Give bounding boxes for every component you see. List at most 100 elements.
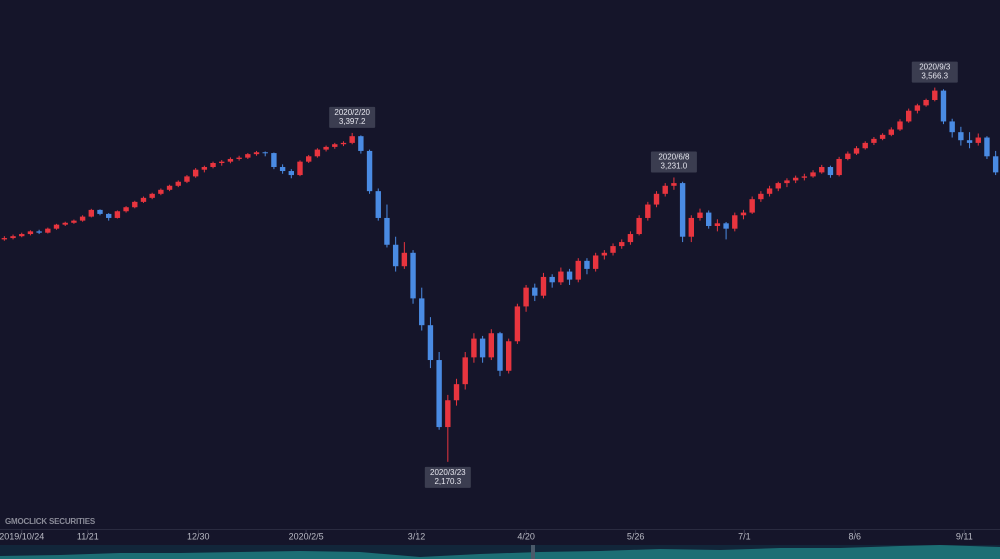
navigator-handle[interactable] xyxy=(531,545,535,559)
candle-body xyxy=(688,217,694,237)
candle-body xyxy=(679,183,686,237)
annotation-box xyxy=(424,466,471,488)
candle-body xyxy=(132,201,138,208)
candle-body xyxy=(906,110,912,122)
annotation-value: 3,566.3 xyxy=(921,72,948,81)
candle-body xyxy=(279,167,286,172)
candle-body xyxy=(940,90,947,122)
candle-body xyxy=(610,246,616,253)
candle-body xyxy=(323,146,329,150)
candle-body xyxy=(575,260,581,280)
candle-body xyxy=(645,204,651,218)
candle-body xyxy=(897,121,903,130)
candle-body xyxy=(253,152,260,155)
candle-body xyxy=(427,325,434,361)
candle-body xyxy=(36,231,42,233)
candle-body xyxy=(966,140,973,143)
x-tick-label: 7/1 xyxy=(738,531,751,541)
candle-body xyxy=(210,162,216,168)
candle-body xyxy=(923,99,929,106)
candle-body xyxy=(201,167,208,170)
annotation-box xyxy=(650,151,697,173)
x-tick-label: 11/21 xyxy=(77,531,99,541)
candle-body xyxy=(488,333,494,358)
candle-body xyxy=(584,260,590,269)
candle-body xyxy=(166,185,173,190)
candle-body xyxy=(836,158,842,176)
candle-body xyxy=(532,287,538,296)
x-tick-label: 2020/2/5 xyxy=(289,531,324,541)
candle-body xyxy=(775,183,781,189)
candle-body xyxy=(471,338,477,358)
price-annotation: 2020/2/203,397.2 xyxy=(329,106,376,128)
candle-body xyxy=(245,154,251,158)
candle-body xyxy=(653,193,660,205)
navigator-area xyxy=(0,545,1000,559)
candle-body xyxy=(566,271,573,280)
candle-body xyxy=(271,153,277,168)
candle-body xyxy=(819,167,825,173)
candle-body xyxy=(871,138,877,143)
x-tick-label: 8/6 xyxy=(849,531,862,541)
candle-body xyxy=(192,169,199,177)
candle-body xyxy=(758,193,764,200)
annotation-value: 3,397.2 xyxy=(339,117,366,126)
candle-body xyxy=(306,156,312,162)
candle-body xyxy=(10,236,16,239)
candle-body xyxy=(175,181,181,186)
price-annotation: 2020/6/83,231.0 xyxy=(650,151,697,173)
candle-body xyxy=(523,287,529,307)
annotation-value: 3,231.0 xyxy=(661,162,688,171)
price-annotation: 2020/9/33,566.3 xyxy=(911,61,958,83)
candle-body xyxy=(149,193,155,198)
x-tick-label: 3/12 xyxy=(408,531,426,541)
candle-body xyxy=(358,136,364,151)
candle-body xyxy=(879,134,886,139)
annotation-date: 2020/3/23 xyxy=(430,468,466,477)
candle-body xyxy=(671,183,677,186)
price-annotation: 2020/3/232,170.3 xyxy=(424,466,471,488)
candle-body xyxy=(62,222,68,225)
candle-body xyxy=(453,384,460,401)
candle-body xyxy=(714,223,721,226)
candle-body xyxy=(792,177,799,181)
candle-body xyxy=(662,185,668,194)
candle-body xyxy=(158,189,164,194)
candle-body xyxy=(419,298,425,326)
candle-body xyxy=(140,197,147,202)
candle-body xyxy=(392,244,399,267)
x-tick-label: 4/20 xyxy=(517,531,535,541)
candle-body xyxy=(297,161,303,176)
candle-body xyxy=(1,238,8,240)
candle-body xyxy=(949,121,955,133)
candle-body xyxy=(601,252,608,256)
candle-body xyxy=(636,217,642,235)
candle-body xyxy=(123,207,129,212)
candle-body xyxy=(375,191,381,218)
candle-body xyxy=(497,333,503,371)
x-tick-label: 2019/10/24 xyxy=(0,531,44,541)
candle-body xyxy=(506,341,512,371)
candle-body xyxy=(914,105,921,111)
candle-body xyxy=(53,224,60,229)
candle-body xyxy=(88,209,94,217)
candle-body xyxy=(975,137,981,143)
annotation-date: 2020/9/3 xyxy=(919,63,951,72)
candle-body xyxy=(445,400,451,428)
candle-body xyxy=(114,211,121,218)
candle-body xyxy=(862,142,868,149)
candle-body xyxy=(732,215,738,229)
annotation-box xyxy=(911,61,958,83)
candle-body xyxy=(984,137,990,157)
candle-body xyxy=(314,149,321,157)
candle-body xyxy=(227,158,234,162)
candle-body xyxy=(697,212,703,218)
candle-body xyxy=(340,142,347,145)
candle-body xyxy=(349,136,355,143)
candle-body xyxy=(79,216,86,221)
annotation-box xyxy=(329,106,376,128)
candle-body xyxy=(932,90,938,100)
